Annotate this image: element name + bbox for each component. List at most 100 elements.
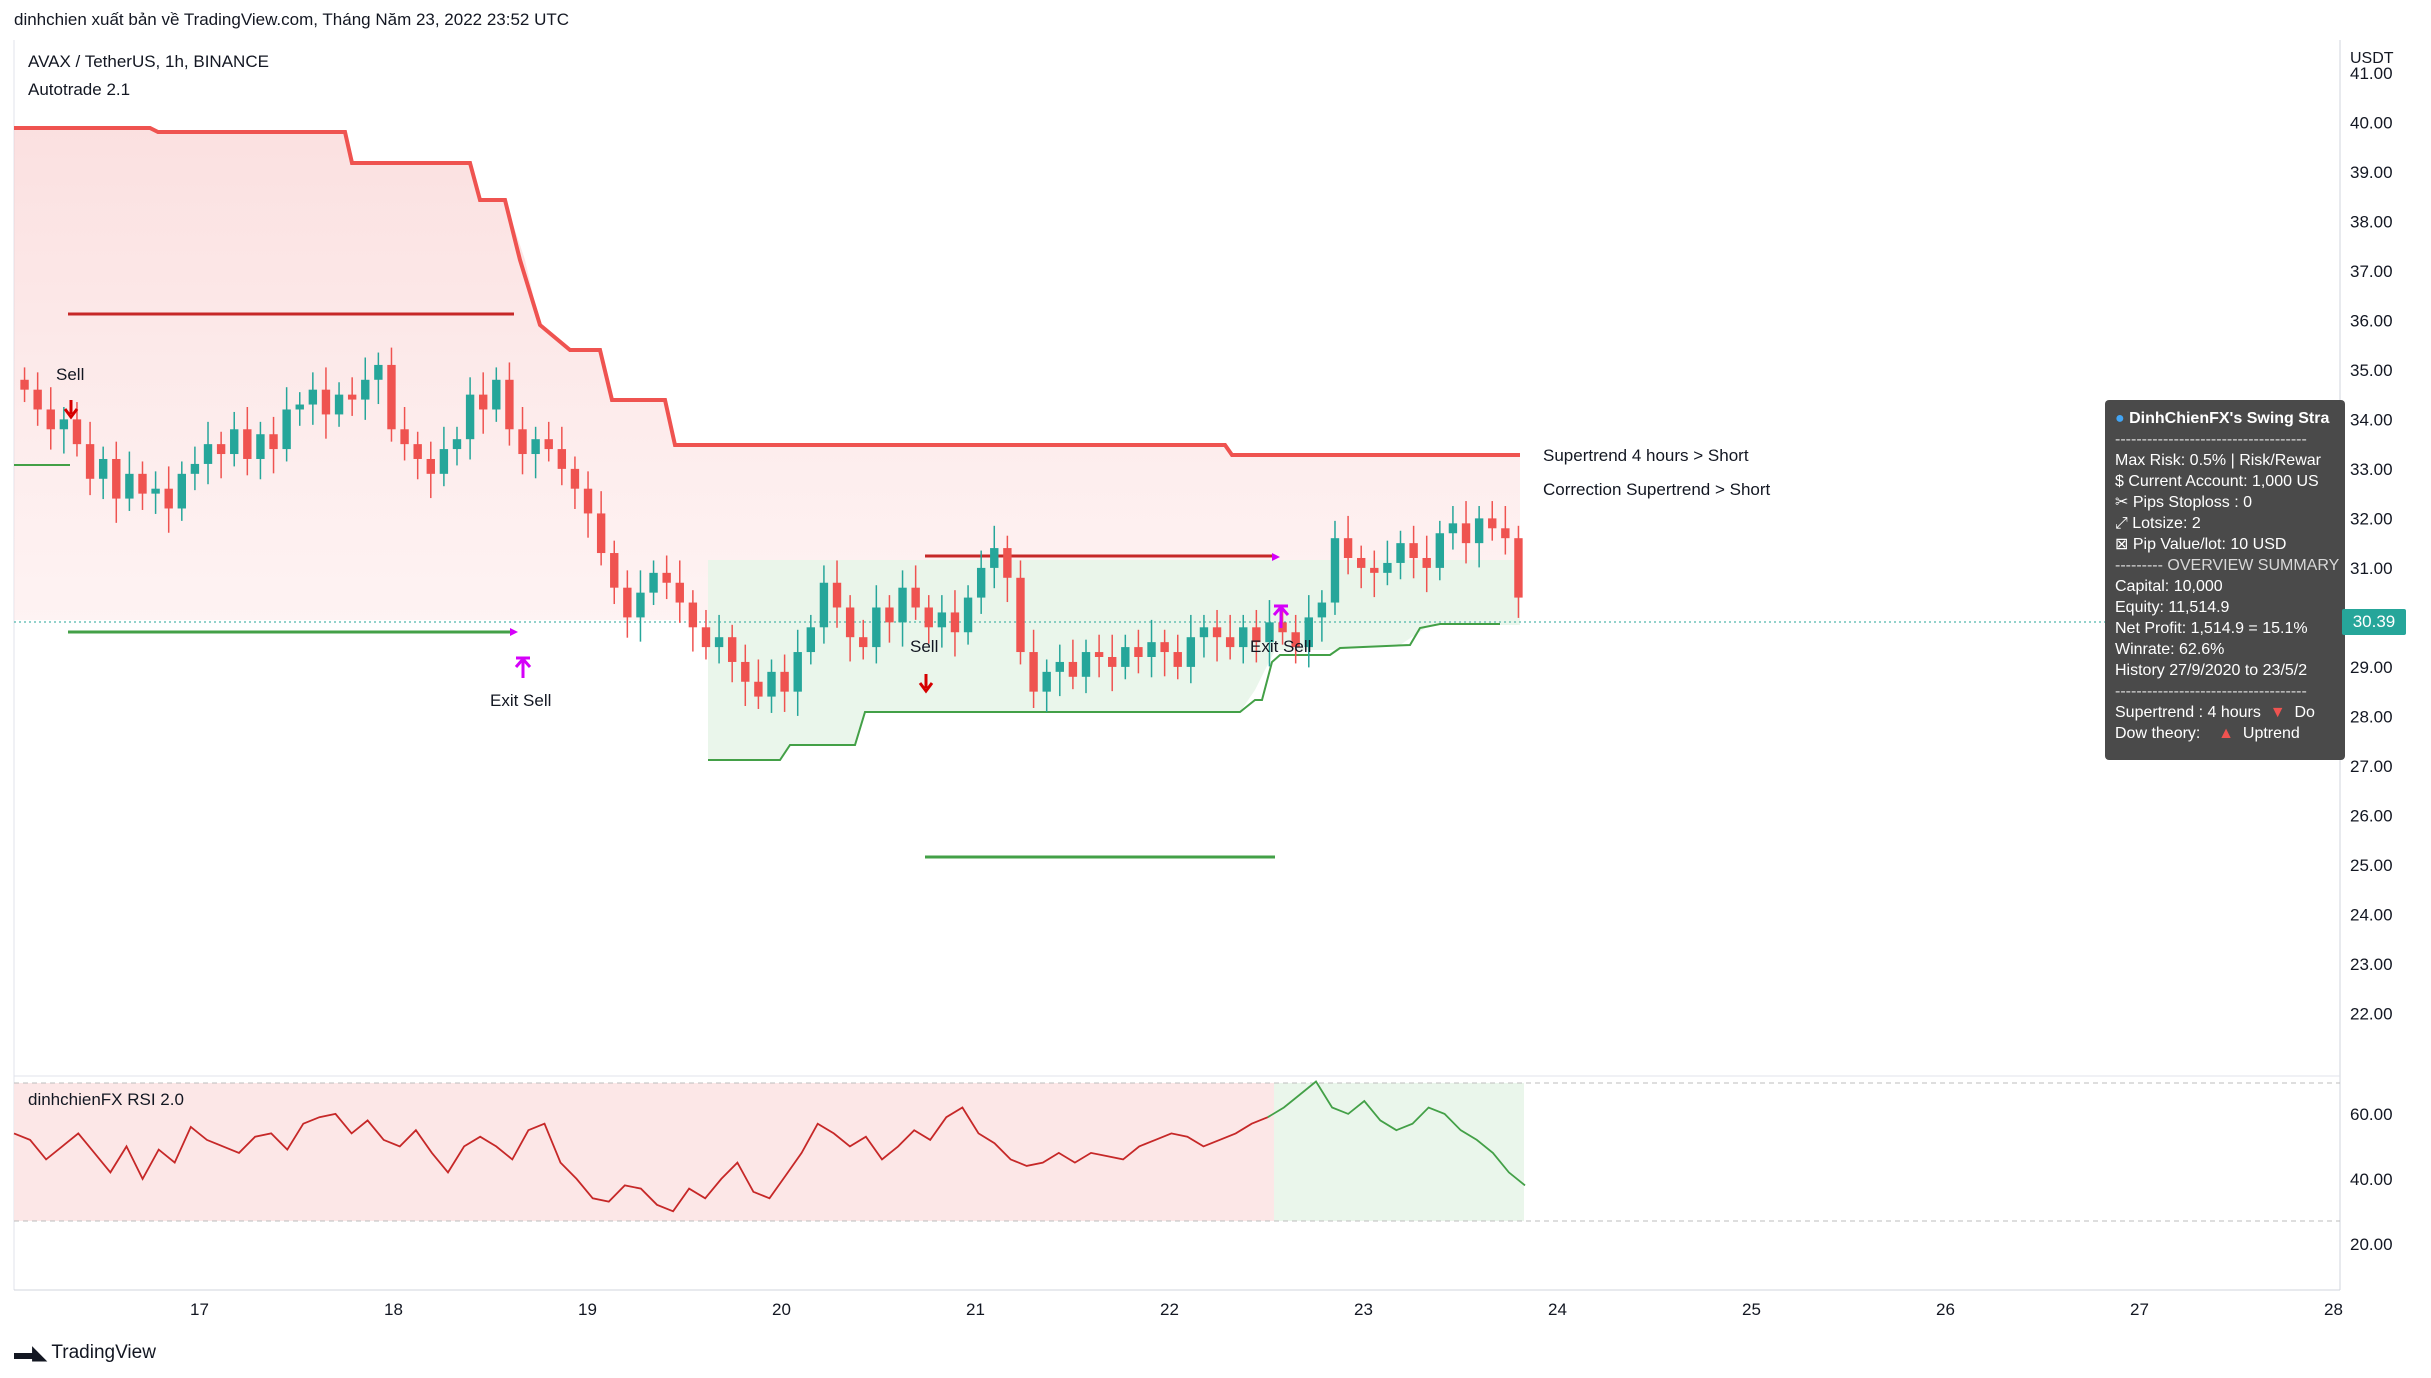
rsi-tick-label: 20.00	[2350, 1235, 2393, 1254]
candle-body	[1422, 557, 1431, 568]
candle-body	[1094, 652, 1104, 657]
candle-body	[20, 379, 29, 390]
candle-body	[1357, 557, 1366, 568]
candle-body	[531, 439, 540, 455]
candle-body	[596, 513, 606, 554]
strategy-icon: ●	[2115, 410, 2130, 427]
info-divider: ------------------------------------	[2115, 683, 2307, 700]
time-tick-label: 27	[2130, 1300, 2149, 1319]
candle-body	[1278, 622, 1287, 633]
candle-body	[767, 671, 776, 697]
candle-body	[1055, 661, 1064, 672]
candle-body	[465, 394, 475, 440]
candle-body	[1108, 656, 1117, 667]
legend-supertrend: Supertrend 4 hours > Short	[1543, 446, 1749, 465]
candle-body	[963, 597, 973, 633]
exit-marker-1-icon	[510, 628, 518, 636]
time-tick-label: 19	[578, 1300, 597, 1319]
candle-body	[1265, 622, 1274, 643]
info-separator: --------- OVERVIEW SUMMARY	[2115, 557, 2340, 574]
candle-body	[872, 607, 881, 648]
candle-body	[85, 444, 95, 479]
candle-body	[636, 592, 645, 618]
candle-body	[1134, 647, 1143, 657]
candle-body	[347, 394, 357, 400]
candle-body	[1160, 642, 1169, 653]
info-top-divider: ------------------------------------	[2115, 431, 2307, 448]
candle-body	[243, 429, 252, 459]
trend-line-dow: Dow theory: ▲ Uptrend	[2115, 725, 2300, 742]
supertrend-line	[14, 126, 1520, 457]
indicator-name[interactable]: Autotrade 2.1	[28, 80, 131, 99]
candle-body	[610, 553, 619, 588]
price-tick-label: 24.00	[2350, 905, 2393, 924]
symbol-line[interactable]: AVAX / TetherUS, 1h, BINANCE	[28, 52, 269, 71]
candle-body	[1317, 602, 1327, 618]
summary-line: Capital: 10,000	[2115, 578, 2223, 595]
candle-body	[741, 661, 750, 682]
candle-body	[976, 567, 986, 598]
candle-body	[216, 444, 226, 455]
rsi-tick-label: 40.00	[2350, 1170, 2393, 1189]
info-line: ✂ Pips Stoploss : 0	[2115, 494, 2253, 511]
publish-line: dinhchien xuất bản về TradingView.com, T…	[14, 10, 570, 29]
candle-body	[505, 379, 514, 430]
candle-body	[714, 637, 724, 648]
exit-marker-2-icon	[1272, 553, 1280, 561]
candle-body	[46, 409, 55, 430]
price-tick-label: 39.00	[2350, 163, 2393, 182]
info-line: $ Current Account: 1,000 US	[2115, 473, 2319, 490]
summary-line: Winrate: 62.6%	[2115, 641, 2225, 658]
time-tick-label: 17	[190, 1300, 209, 1319]
candle-body	[190, 463, 200, 474]
candle-body	[911, 587, 920, 608]
candle-body	[230, 429, 239, 455]
candle-body	[1330, 538, 1340, 603]
sell-arrow-1-icon	[63, 400, 79, 420]
candle-body	[72, 419, 82, 445]
candle-body	[727, 637, 737, 662]
candle-body	[1370, 567, 1379, 573]
candle-body	[570, 468, 580, 489]
rsi-line	[13, 1080, 1526, 1213]
candle-body	[98, 458, 108, 479]
time-tick-label: 22	[1160, 1300, 1179, 1319]
candle-body	[924, 607, 933, 628]
candle-body	[544, 439, 553, 450]
candle-body	[151, 488, 160, 494]
candle-body	[649, 572, 658, 593]
candle-body	[950, 612, 960, 633]
price-tick-label: 28.00	[2350, 707, 2393, 726]
candle-body	[793, 652, 802, 692]
price-tick-label: 32.00	[2350, 509, 2393, 528]
candle-body	[990, 548, 999, 568]
exit-sell-signal-1: Exit Sell	[490, 691, 551, 710]
candle-body	[1173, 652, 1182, 667]
rsi-tick-label: 60.00	[2350, 1105, 2393, 1124]
candle-body	[374, 364, 383, 380]
brand-name: TradingView	[51, 1341, 156, 1363]
summary-line: Equity: 11,514.9	[2115, 599, 2230, 616]
info-line: ⊠ Pip Value/lot: 10 USD	[2115, 536, 2287, 553]
candle-body	[845, 607, 855, 638]
summary-line: History 27/9/2020 to 23/5/2	[2115, 662, 2308, 679]
rsi-red-zone	[14, 1083, 1274, 1221]
candle-body	[1435, 533, 1445, 568]
correction-line	[708, 623, 1500, 761]
tradingview-brand[interactable]: ▬◣ TradingView	[14, 1340, 156, 1365]
supertrend-area	[14, 130, 1520, 620]
candle-body	[557, 449, 567, 469]
price-tick-label: 34.00	[2350, 410, 2393, 429]
candle-body	[1291, 632, 1300, 648]
candle-body	[780, 671, 789, 692]
candle-body	[1225, 637, 1235, 648]
rsi-title[interactable]: dinhchienFX RSI 2.0	[28, 1090, 184, 1109]
candle-body	[1003, 548, 1012, 578]
strategy-info-panel: ● DinhChienFX's Swing Stra -------------…	[2105, 400, 2345, 760]
summary-line: Net Profit: 1,514.9 = 15.1%	[2115, 620, 2308, 637]
candle-body	[164, 488, 173, 509]
price-tick-label: 23.00	[2350, 955, 2393, 974]
candle-body	[806, 627, 816, 653]
time-tick-label: 18	[384, 1300, 403, 1319]
